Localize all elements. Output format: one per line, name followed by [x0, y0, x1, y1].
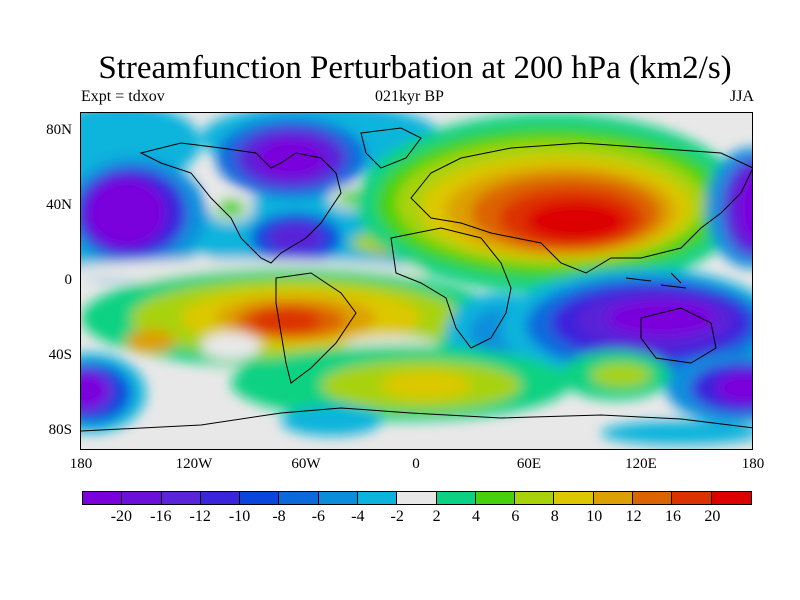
colorbar-label: -4 — [351, 508, 365, 525]
experiment-label: Expt = tdxov — [81, 88, 165, 105]
lat-label-40s: 40S — [48, 347, 72, 363]
colorbar-swatch — [122, 492, 162, 504]
contour-map — [81, 113, 752, 449]
colorbar-swatch — [279, 492, 319, 504]
colorbar-label: 16 — [665, 508, 681, 525]
colorbar-label: 10 — [586, 508, 603, 525]
coastlines — [81, 127, 752, 432]
colorbar-label: -6 — [311, 508, 326, 525]
colorbar-swatch — [436, 492, 476, 504]
lon-label-180w: 180 — [69, 456, 93, 472]
colorbar-swatch — [632, 492, 673, 504]
colorbar-swatch — [711, 492, 751, 504]
map-plot-area — [80, 112, 753, 450]
colorbar-swatch — [672, 492, 712, 504]
colorbar-label: 8 — [550, 508, 559, 525]
colorbar-swatch — [593, 492, 633, 504]
chart-title: Streamfunction Perturbation at 200 hPa (… — [98, 50, 732, 86]
colorbar-swatch — [397, 492, 437, 504]
colorbar-label: 12 — [625, 508, 642, 525]
colorbar-label: -8 — [272, 508, 286, 525]
colorbar-swatch — [475, 492, 516, 504]
colorbar-label: -16 — [150, 508, 172, 525]
colorbar-label: -20 — [110, 508, 133, 525]
time-label: 021kyr BP — [375, 88, 444, 105]
colorbar — [82, 491, 752, 505]
lon-label-120w: 120W — [175, 456, 213, 472]
lat-label-80n: 80N — [46, 122, 72, 138]
colorbar-label: -2 — [390, 508, 404, 525]
colorbar-label: -10 — [228, 508, 251, 525]
colorbar-swatch — [200, 492, 241, 504]
colorbar-label: 20 — [704, 508, 721, 525]
lon-label-60w: 60W — [291, 456, 321, 472]
colorbar-label: 2 — [432, 508, 441, 525]
lat-label-80s: 80S — [48, 422, 72, 438]
lon-label-120e: 120E — [625, 456, 657, 472]
colorbar-label: 4 — [472, 508, 480, 525]
lat-label-eq: 0 — [64, 272, 73, 288]
season-label: JJA — [729, 88, 754, 105]
colorbar-label: 6 — [511, 508, 520, 525]
streamfunction-field — [81, 113, 752, 445]
lat-label-40n: 40N — [46, 197, 72, 213]
colorbar-swatch — [161, 492, 201, 504]
colorbar-label: -12 — [189, 508, 211, 525]
colorbar-swatch — [318, 492, 358, 504]
colorbar-swatch — [357, 492, 398, 504]
lon-label-0: 0 — [412, 456, 420, 472]
colorbar-swatch — [515, 492, 555, 504]
lon-label-180e: 180 — [741, 456, 765, 472]
lon-label-60e: 60E — [516, 456, 542, 472]
colorbar-swatch — [83, 492, 123, 504]
colorbar-swatch — [240, 492, 280, 504]
colorbar-swatch — [554, 492, 594, 504]
